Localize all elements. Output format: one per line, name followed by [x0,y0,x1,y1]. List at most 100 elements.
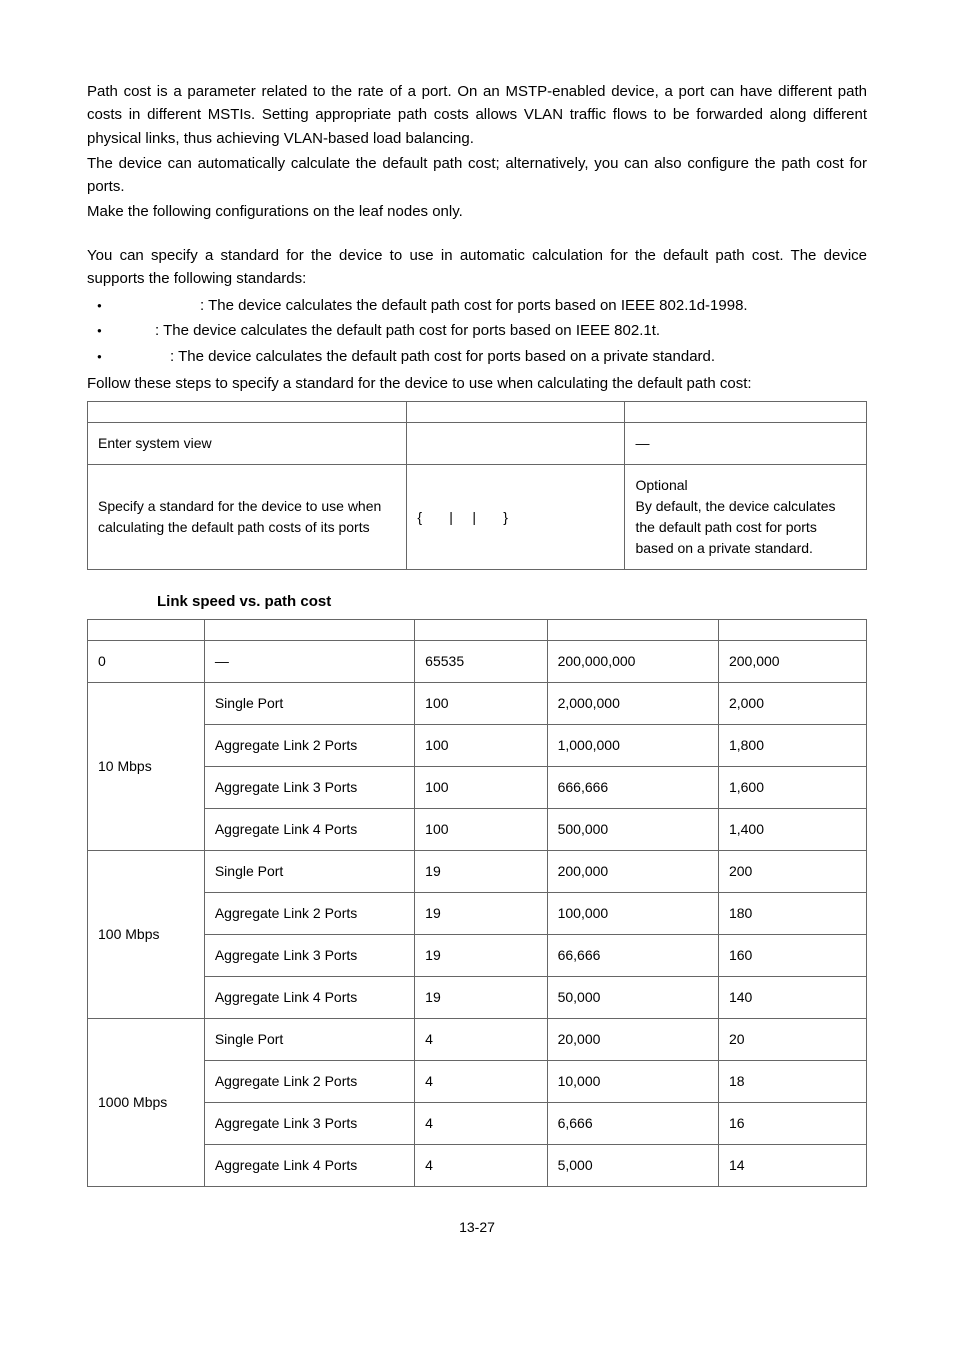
table-cell: 1,600 [718,767,866,809]
table-cell: 19 [415,977,547,1019]
pathcost-table: 0 — 65535 200,000,000 200,000 10 Mbps Si… [87,619,867,1187]
table-cell: 100 [415,725,547,767]
table-row: 1000 Mbps Single Port 4 20,000 20 [88,1019,867,1061]
table-cell: 200 [718,851,866,893]
table-cell: 1000 Mbps [88,1019,205,1187]
table-cell: 1,000,000 [547,725,718,767]
table-cell: Single Port [204,683,414,725]
table-row: Aggregate Link 3 Ports 4 6,666 16 [88,1103,867,1145]
table-cell [407,423,625,465]
steps-table: Enter system view — Specify a standard f… [87,401,867,570]
table-cell: 666,666 [547,767,718,809]
table-cell: 4 [415,1019,547,1061]
paragraph: Follow these steps to specify a standard… [87,372,867,395]
table-cell: 160 [718,935,866,977]
list-item: : The device calculates the default path… [87,294,867,317]
table-cell: 66,666 [547,935,718,977]
table-cell [625,402,867,423]
table-row: Specify a standard for the device to use… [88,465,867,570]
bullet-list: : The device calculates the default path… [87,294,867,368]
table-cell: 200,000,000 [547,641,718,683]
table-row: Aggregate Link 3 Ports 19 66,666 160 [88,935,867,977]
table-cell: 180 [718,893,866,935]
table-cell: 100 [415,683,547,725]
table-cell: 4 [415,1061,547,1103]
table-cell: Aggregate Link 4 Ports [204,1145,414,1187]
table-cell [718,620,866,641]
table-row: Aggregate Link 2 Ports 100 1,000,000 1,8… [88,725,867,767]
table-cell: Aggregate Link 3 Ports [204,767,414,809]
table-row: 100 Mbps Single Port 19 200,000 200 [88,851,867,893]
table-cell: Aggregate Link 3 Ports [204,935,414,977]
list-text: : The device calculates the default path… [170,348,715,365]
table-cell: 2,000,000 [547,683,718,725]
table-cell: Aggregate Link 4 Ports [204,977,414,1019]
table-cell: Specify a standard for the device to use… [88,465,407,570]
table-cell: Aggregate Link 3 Ports [204,1103,414,1145]
table-row: Aggregate Link 2 Ports 19 100,000 180 [88,893,867,935]
table-cell: 100 [415,809,547,851]
table-cell: Aggregate Link 2 Ports [204,893,414,935]
list-item: : The device calculates the default path… [87,345,867,368]
table-cell: 4 [415,1145,547,1187]
page: Path cost is a parameter related to the … [87,0,867,1269]
table-cell: 200,000 [547,851,718,893]
table-cell: 65535 [415,641,547,683]
table-cell: 200,000 [718,641,866,683]
table-cell: — [204,641,414,683]
table-cell: — [625,423,867,465]
table-cell [88,402,407,423]
caption-text: Link speed vs. path cost [157,593,331,610]
table-row: Enter system view — [88,423,867,465]
table-cell: 500,000 [547,809,718,851]
paragraph: Path cost is a parameter related to the … [87,80,867,150]
table-row [88,402,867,423]
table-cell: 1,800 [718,725,866,767]
table-cell: 16 [718,1103,866,1145]
table-cell: 20 [718,1019,866,1061]
table-cell: Aggregate Link 2 Ports [204,1061,414,1103]
table-cell: Single Port [204,1019,414,1061]
table-cell: 2,000 [718,683,866,725]
table-row: Aggregate Link 4 Ports 19 50,000 140 [88,977,867,1019]
table-cell: 10 Mbps [88,683,205,851]
paragraph: You can specify a standard for the devic… [87,244,867,291]
table-cell: 100,000 [547,893,718,935]
table-cell: 20,000 [547,1019,718,1061]
table-row: Aggregate Link 2 Ports 4 10,000 18 [88,1061,867,1103]
table-cell [88,620,205,641]
table-cell: 19 [415,935,547,977]
table-row: 10 Mbps Single Port 100 2,000,000 2,000 [88,683,867,725]
table-cell: Aggregate Link 2 Ports [204,725,414,767]
table-cell: Aggregate Link 4 Ports [204,809,414,851]
table-cell: Optional By default, the device calculat… [625,465,867,570]
table-cell: 100 [415,767,547,809]
table-cell: 6,666 [547,1103,718,1145]
table-cell: Enter system view [88,423,407,465]
table-caption: Link speed vs. path cost [87,590,867,613]
table-row: Aggregate Link 4 Ports 100 500,000 1,400 [88,809,867,851]
table-cell: 10,000 [547,1061,718,1103]
paragraph: Make the following configurations on the… [87,200,867,223]
list-item: : The device calculates the default path… [87,319,867,342]
table-cell: 19 [415,851,547,893]
table-cell: 5,000 [547,1145,718,1187]
page-number: 13-27 [87,1217,867,1239]
table-cell: { | | } [407,465,625,570]
table-cell: 4 [415,1103,547,1145]
table-cell [407,402,625,423]
table-row: Aggregate Link 3 Ports 100 666,666 1,600 [88,767,867,809]
table-cell [547,620,718,641]
table-cell [415,620,547,641]
table-cell: 100 Mbps [88,851,205,1019]
table-row: Aggregate Link 4 Ports 4 5,000 14 [88,1145,867,1187]
paragraph: The device can automatically calculate t… [87,152,867,199]
table-cell [204,620,414,641]
list-text: : The device calculates the default path… [155,322,660,339]
table-cell: 1,400 [718,809,866,851]
table-cell: 0 [88,641,205,683]
table-cell: 18 [718,1061,866,1103]
table-cell: 19 [415,893,547,935]
table-cell: 50,000 [547,977,718,1019]
list-text: : The device calculates the default path… [200,297,748,314]
